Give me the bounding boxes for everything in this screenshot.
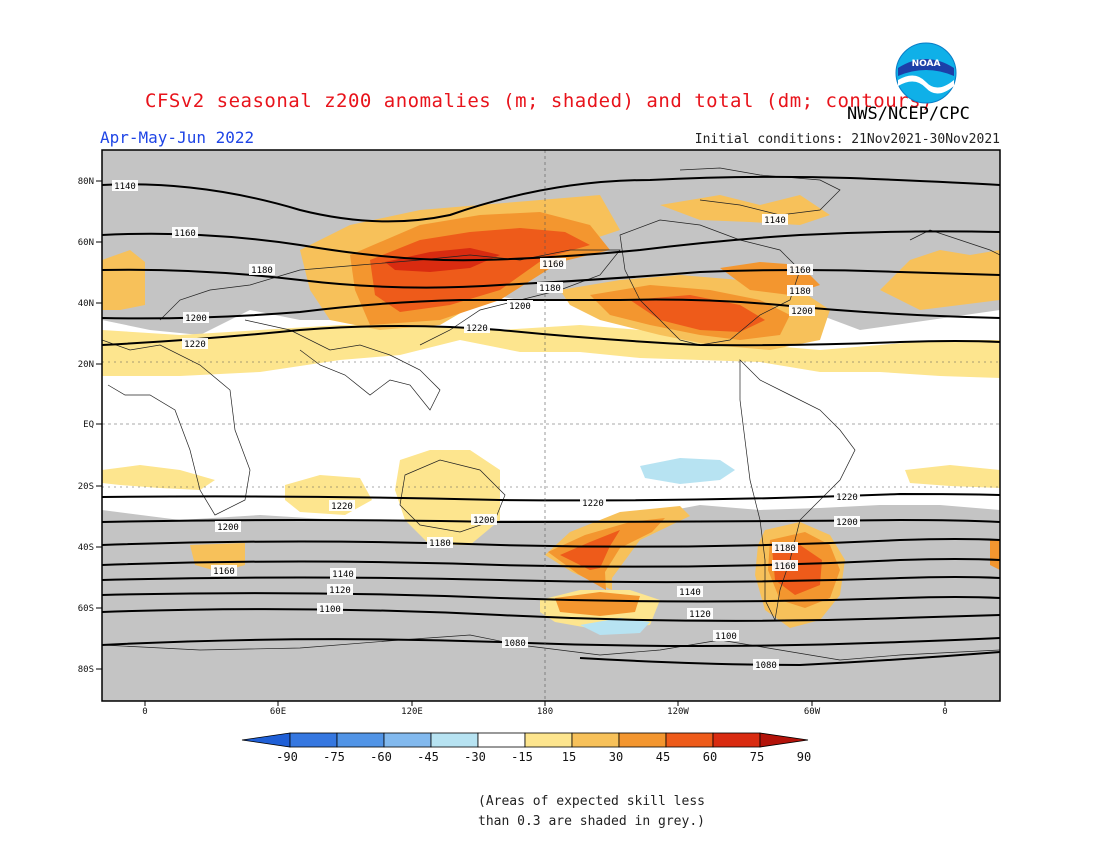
coastlines xyxy=(102,167,1000,661)
negative-anomaly-shading xyxy=(580,458,735,635)
colorbar-swatch xyxy=(524,732,573,748)
season-label: Apr-May-Jun 2022 xyxy=(100,128,255,147)
contour-label: 1200 xyxy=(509,302,531,312)
total-height-contours xyxy=(102,175,1000,667)
map-title: CFSv2 seasonal z200 anomalies (m; shaded… xyxy=(145,90,933,112)
contour-label: 1200 xyxy=(473,516,495,526)
colorbar-swatch xyxy=(712,732,761,748)
lat-label: 40N xyxy=(78,299,94,309)
noaa-logo-icon: NOAA xyxy=(895,42,957,104)
contour-label: 1080 xyxy=(504,639,526,649)
logo-text: NOAA xyxy=(912,59,941,69)
lat-label: 60S xyxy=(78,604,94,614)
contour-label: 1180 xyxy=(774,544,796,554)
colorbar-label: 15 xyxy=(562,750,576,764)
colorbar-swatch xyxy=(665,732,714,748)
contour-label: 1160 xyxy=(213,567,235,577)
contour-label: 1100 xyxy=(319,605,341,615)
lon-label: 0 xyxy=(942,707,947,717)
contour-label: 1140 xyxy=(114,182,136,192)
contour-label: 1140 xyxy=(332,570,354,580)
contour-label: 1160 xyxy=(789,266,811,276)
skill-note-line-2: than 0.3 are shaded in grey.) xyxy=(478,814,705,829)
contour-label: 1220 xyxy=(582,499,604,509)
graticule xyxy=(102,150,1000,701)
lat-label: 60N xyxy=(78,238,94,248)
map-frame xyxy=(101,149,1001,702)
organization-label: NWS/NCEP/CPC xyxy=(847,104,970,124)
lon-label: 0 xyxy=(142,707,147,717)
longitude-axis: 0 60E 120E 180 120W 60W 0 xyxy=(142,701,948,717)
contour-label: 1140 xyxy=(764,216,786,226)
colorbar-label: -30 xyxy=(464,750,486,764)
colorbar-label: -45 xyxy=(417,750,439,764)
contour-label: 1160 xyxy=(542,260,564,270)
skill-note-line-1: (Areas of expected skill less xyxy=(478,794,705,809)
colorbar-max-arrow xyxy=(759,732,809,748)
contour-label: 1200 xyxy=(791,307,813,317)
lon-label: 60W xyxy=(804,707,821,717)
lat-label: 80S xyxy=(78,665,94,675)
contour-label: 1200 xyxy=(217,523,239,533)
contour-label: 1180 xyxy=(251,266,273,276)
lat-label: 20S xyxy=(78,482,94,492)
skill-note: (Areas of expected skill less than 0.3 a… xyxy=(478,792,705,832)
colorbar-swatch xyxy=(618,732,667,748)
contour-label: 1220 xyxy=(331,502,353,512)
colorbar-swatch xyxy=(289,732,338,748)
contour-label: 1160 xyxy=(174,229,196,239)
lon-label: 120E xyxy=(401,707,423,717)
colorbar-label: 90 xyxy=(797,750,811,764)
lon-label: 180 xyxy=(537,707,553,717)
colorbar-label: 60 xyxy=(703,750,717,764)
contour-labels: 1140 1160 1180 1200 1220 1140 1160 1180 1200 1220… xyxy=(112,180,860,671)
contour-label: 1220 xyxy=(466,324,488,334)
lon-label: 60E xyxy=(270,707,286,717)
colorbar-swatch xyxy=(571,732,620,748)
contour-label: 1120 xyxy=(329,586,351,596)
contour-label: 1220 xyxy=(836,493,858,503)
lat-label: EQ xyxy=(83,420,94,430)
lat-label: 20N xyxy=(78,360,94,370)
contour-label: 1160 xyxy=(774,562,796,572)
colorbar-label: -90 xyxy=(276,750,298,764)
contour-label: 1120 xyxy=(689,610,711,620)
contour-label: 1200 xyxy=(836,518,858,528)
colorbar-label: 45 xyxy=(656,750,670,764)
colorbar-min-arrow xyxy=(241,732,291,748)
colorbar-swatch xyxy=(336,732,385,748)
contour-label: 1100 xyxy=(715,632,737,642)
colorbar-label: -75 xyxy=(323,750,345,764)
initial-conditions-label: Initial conditions: 21Nov2021-30Nov2021 xyxy=(694,132,1000,147)
contour-label: 1180 xyxy=(789,287,811,297)
colorbar-label: -60 xyxy=(370,750,392,764)
colorbar-label: 30 xyxy=(609,750,623,764)
lat-label: 80N xyxy=(78,177,94,187)
contour-label: 1200 xyxy=(185,314,207,324)
colorbar-label: 75 xyxy=(750,750,764,764)
colorbar: -90 -75 -60 -45 -30 -15 15 30 45 60 75 90 xyxy=(241,732,811,764)
contour-label: 1180 xyxy=(429,539,451,549)
contour-label: 1140 xyxy=(679,588,701,598)
colorbar-label: -15 xyxy=(511,750,533,764)
lat-label: 40S xyxy=(78,543,94,553)
contour-label: 1220 xyxy=(184,340,206,350)
lon-label: 120W xyxy=(667,707,689,717)
latitude-axis: 80N 60N 40N 20N EQ 20S 40S 60S 80S xyxy=(78,177,102,675)
colorbar-swatch xyxy=(477,732,526,748)
colorbar-swatch xyxy=(430,732,479,748)
contour-label: 1080 xyxy=(755,661,777,671)
contour-label: 1180 xyxy=(539,284,561,294)
colorbar-swatch xyxy=(383,732,432,748)
